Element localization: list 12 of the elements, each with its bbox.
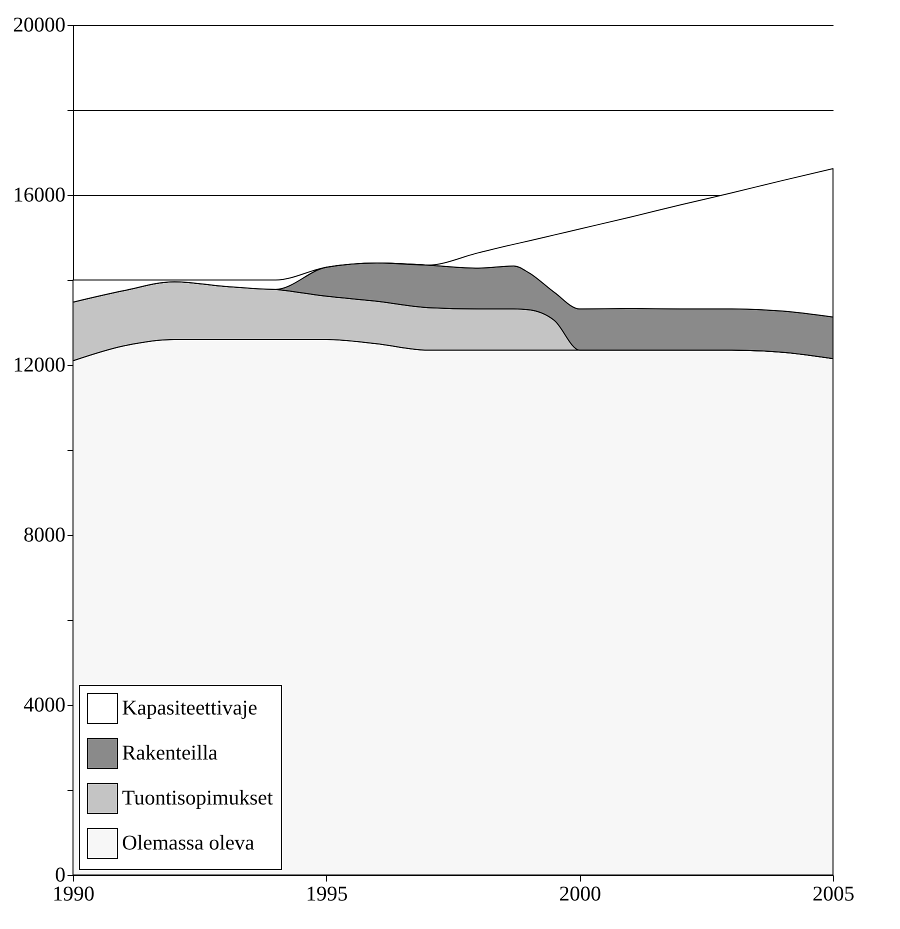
legend-label: Rakenteilla — [122, 740, 218, 764]
legend-label: Olemassa oleva — [122, 830, 256, 854]
y-tick-label: 4000 — [24, 692, 66, 716]
x-tick-label: 2000 — [559, 882, 602, 906]
y-tick-label: 8000 — [24, 522, 66, 546]
y-tick-label: 16000 — [13, 182, 66, 206]
y-tick-label: 12000 — [13, 352, 66, 376]
legend-label: Kapasiteettivaje — [122, 696, 258, 720]
x-tick-label: 1995 — [306, 882, 348, 906]
y-tick-label: 20000 — [13, 12, 66, 36]
legend-label: Tuontisopimukset — [122, 786, 274, 810]
x-tick-label: 2005 — [812, 882, 854, 906]
